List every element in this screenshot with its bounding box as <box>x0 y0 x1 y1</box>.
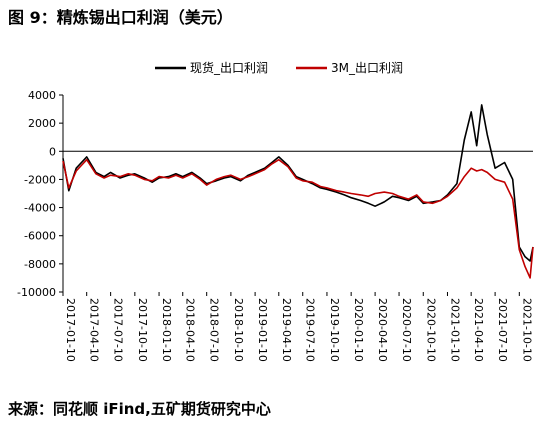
x-tick-label: 2019-07-10 <box>304 298 317 362</box>
figure-title: 图 9：精炼锡出口利润（美元） <box>8 8 233 27</box>
x-tick-label: 2021-01-10 <box>448 298 461 362</box>
legend: 现货_出口利润 3M_出口利润 <box>155 60 403 75</box>
y-tick-label: -10000 <box>17 286 56 299</box>
x-tick-label: 2018-10-10 <box>232 298 245 362</box>
x-tick-label: 2018-07-10 <box>208 298 221 362</box>
x-tick-label: 2020-04-10 <box>376 298 389 362</box>
y-axis: 4000 2000 0 -2000 -4000 -6000 -8000 -10000 <box>17 89 64 299</box>
x-tick-label: 2021-07-10 <box>496 298 509 362</box>
series-line-3m <box>62 158 534 279</box>
x-tick-label: 2019-04-10 <box>280 298 293 362</box>
x-tick-label: 2017-07-10 <box>112 298 125 362</box>
y-tick-label: -8000 <box>24 258 56 271</box>
series-line-spot <box>62 104 534 262</box>
x-tick-label: 2019-10-10 <box>328 298 341 362</box>
x-tick-label: 2021-10-10 <box>520 298 533 362</box>
legend-label-spot: 现货_出口利润 <box>190 60 268 75</box>
x-tick-label: 2020-01-10 <box>352 298 365 362</box>
x-tick-label: 2020-10-10 <box>424 298 437 362</box>
x-tick-label: 2020-07-10 <box>400 298 413 362</box>
x-tick-label: 2017-04-10 <box>88 298 101 362</box>
y-tick-label: 0 <box>49 145 56 158</box>
legend-label-3m: 3M_出口利润 <box>331 61 403 75</box>
y-tick-label: -4000 <box>24 202 56 215</box>
y-tick-label: 4000 <box>28 89 56 102</box>
y-tick-label: -2000 <box>24 173 56 186</box>
series-layer <box>62 104 534 279</box>
y-tick-label: -6000 <box>24 230 56 243</box>
x-tick-label: 2018-01-10 <box>160 298 173 362</box>
x-tick-label: 2021-04-10 <box>472 298 485 362</box>
x-axis: 2017-01-10 2017-04-10 2017-07-10 2017-10-10… <box>62 150 533 362</box>
y-tick-label: 2000 <box>28 117 56 130</box>
x-tick-label: 2018-04-10 <box>184 298 197 362</box>
x-tick-label: 2019-01-10 <box>256 298 269 362</box>
x-tick-label: 2017-10-10 <box>136 298 149 362</box>
x-tick-label: 2017-01-10 <box>64 298 77 362</box>
source-note: 来源：同花顺 iFind,五矿期货研究中心 <box>8 400 271 418</box>
